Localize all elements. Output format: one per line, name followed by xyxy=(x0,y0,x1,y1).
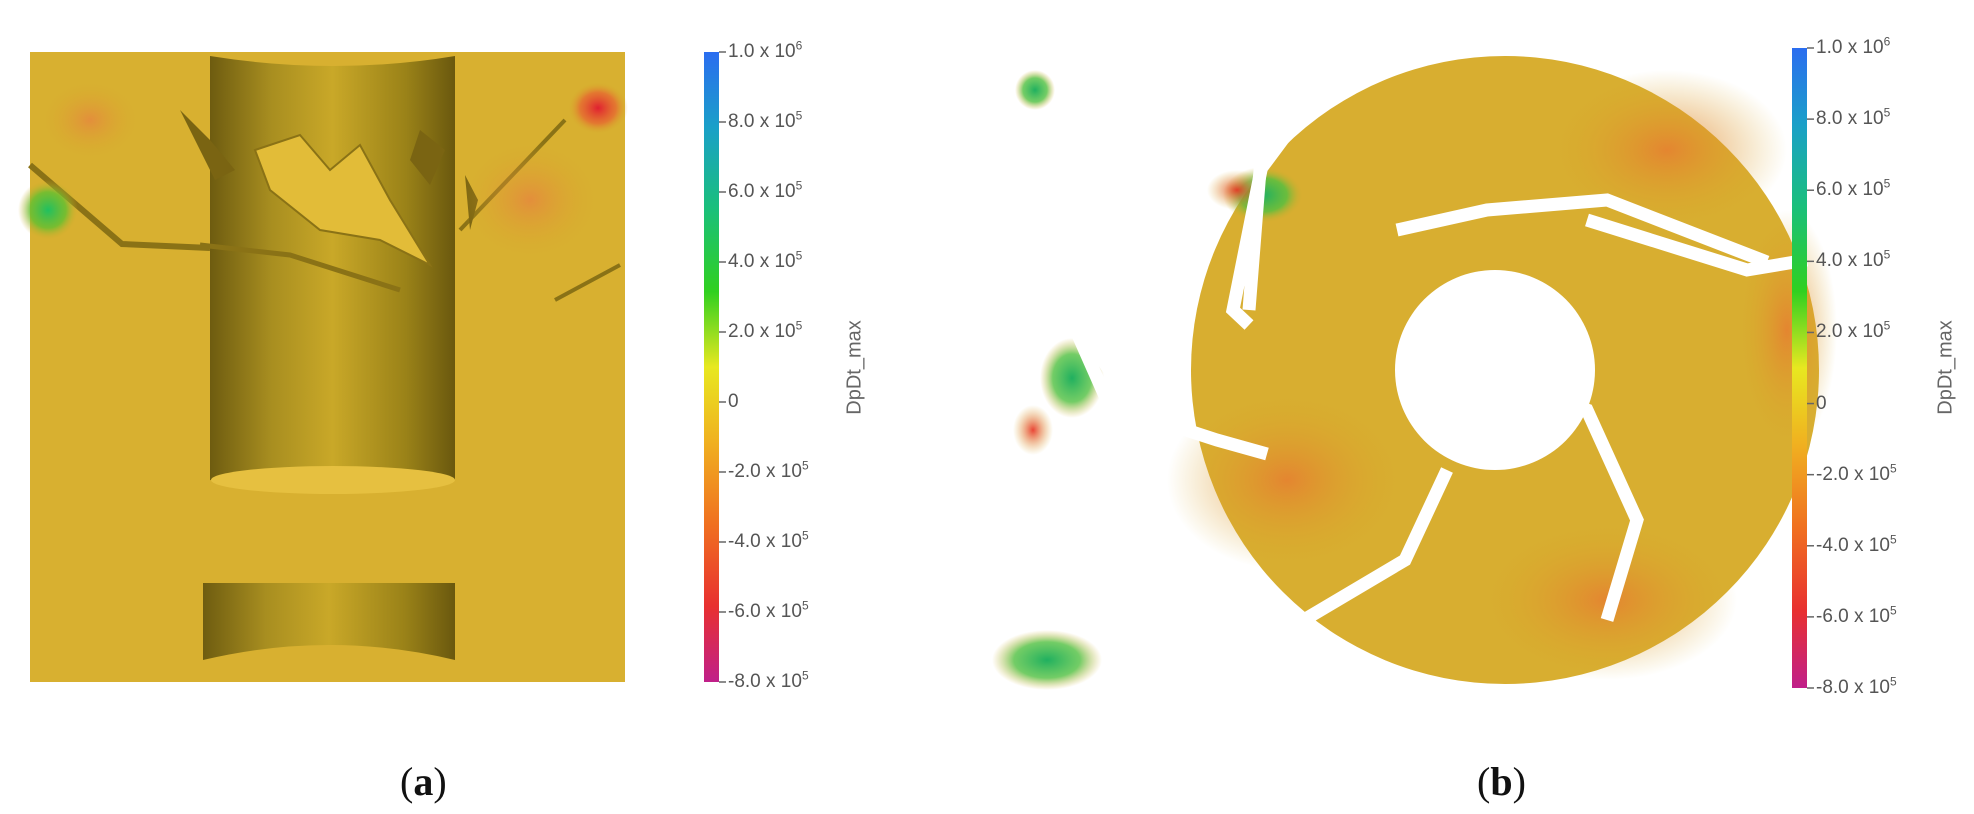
colorbar-b-ticks xyxy=(1807,47,1814,689)
tick-mantissa: 0 xyxy=(1816,392,1827,414)
tick-exponent: 5 xyxy=(1889,532,1897,547)
tick-mantissa: -8.0 x 10 xyxy=(1816,677,1890,698)
tick-exponent: 5 xyxy=(801,668,809,683)
tick-mantissa: -4.0 x 10 xyxy=(1816,534,1890,556)
colorbar-tick-label: 8.0 x 105 xyxy=(1816,105,1891,130)
tick-exponent: 5 xyxy=(1889,603,1897,618)
tick-mantissa: 4.0 x 10 xyxy=(728,251,796,272)
tick-mantissa: -6.0 x 10 xyxy=(728,601,802,622)
tick-exponent: 6 xyxy=(1883,34,1891,49)
tick-exponent: 5 xyxy=(1889,674,1897,689)
tick-exponent: 5 xyxy=(1883,176,1891,191)
tick-mantissa: 4.0 x 10 xyxy=(1816,250,1884,272)
tick-exponent: 5 xyxy=(1883,248,1891,262)
tick-mantissa: -2.0 x 10 xyxy=(728,461,802,482)
tick-mantissa: -8.0 x 10 xyxy=(728,671,802,692)
panel-b-caption: (b) xyxy=(1477,759,1526,804)
vane-edge xyxy=(199,242,401,293)
colorbar-tick-label: -6.0 x 105 xyxy=(1816,603,1897,627)
impeller-hub xyxy=(1395,270,1595,470)
tick-exponent: 5 xyxy=(801,598,809,613)
panel-a: 1.0 x 106 8.0 x 105 6.0 x 105 4.0 x 105 2.0 … xyxy=(18,38,866,804)
tick-exponent: 5 xyxy=(1883,105,1891,120)
colorbar-tick-label: 0 xyxy=(728,392,739,411)
tick-mantissa: 6.0 x 10 xyxy=(1816,179,1884,201)
colorbar-tick-label: -4.0 x 105 xyxy=(728,528,809,552)
colorbar-tick-label: 1.0 x 106 xyxy=(1816,34,1891,58)
tick-exponent: 5 xyxy=(795,318,803,333)
tick-mantissa: 8.0 x 10 xyxy=(1816,108,1884,130)
tick-exponent: 5 xyxy=(801,528,809,543)
colorbar-tick-label: -2.0 x 105 xyxy=(1816,462,1897,485)
colorbar-tick-label: -6.0 x 105 xyxy=(728,598,809,622)
cylinder-cross-section-figure xyxy=(18,51,726,683)
colorbar-tick-label: -8.0 x 105 xyxy=(1816,674,1897,698)
blade-gaps xyxy=(1059,46,1809,657)
tick-mantissa: -2.0 x 10 xyxy=(1816,463,1890,485)
colorbar-a-title: DpDt_max xyxy=(843,320,866,415)
tick-mantissa: -4.0 x 10 xyxy=(728,531,802,552)
tick-exponent: 6 xyxy=(795,38,803,53)
colorbar-tick-label: 0 xyxy=(1816,394,1827,413)
tick-exponent: 5 xyxy=(1883,319,1891,334)
colorbar-tick-label: 2.0 x 105 xyxy=(1816,319,1891,343)
upper-bore xyxy=(210,56,455,489)
impeller-cross-section-figure xyxy=(992,46,1837,690)
colorbar-tick-label: 8.0 x 105 xyxy=(728,108,803,132)
tick-mantissa: -6.0 x 10 xyxy=(1816,605,1890,627)
tick-exponent: 5 xyxy=(801,458,809,473)
colorbar-a-ticks xyxy=(719,51,726,683)
lower-bore xyxy=(203,583,455,660)
panel-b: 1.0 x 106 8.0 x 105 6.0 x 105 4.0 x 105 2.0 … xyxy=(987,0,1974,814)
tick-mantissa: 0 xyxy=(728,391,739,412)
tick-mantissa: 2.0 x 10 xyxy=(728,321,796,342)
colorbar-a-bar xyxy=(704,52,719,682)
tick-mantissa: 6.0 x 10 xyxy=(728,181,796,202)
colorbar-tick-label: 2.0 x 105 xyxy=(728,318,803,342)
colorbar-tick-label: -4.0 x 105 xyxy=(1816,533,1897,556)
tick-mantissa: 1.0 x 10 xyxy=(1816,37,1884,58)
colorbar-tick-label: 6.0 x 105 xyxy=(728,178,803,202)
tick-exponent: 5 xyxy=(795,248,803,263)
tick-mantissa: 2.0 x 10 xyxy=(1816,321,1884,343)
tick-exponent: 5 xyxy=(795,108,803,123)
tick-exponent: 5 xyxy=(795,178,803,193)
tick-mantissa: 8.0 x 10 xyxy=(728,111,796,132)
colorbar-tick-label: -2.0 x 105 xyxy=(728,458,809,482)
colorbar-tick-label: -8.0 x 105 xyxy=(728,668,809,692)
panel-a-caption: (a) xyxy=(400,759,447,804)
colorbar-tick-label: 6.0 x 105 xyxy=(1816,176,1891,201)
tick-exponent: 5 xyxy=(1889,461,1897,476)
colorbar-tick-label: 4.0 x 105 xyxy=(1816,248,1891,272)
colorbar-tick-label: 1.0 x 106 xyxy=(728,38,803,62)
vane-edge xyxy=(554,263,621,302)
colorbar-b-title: DpDt_max xyxy=(1934,320,1957,415)
colorbar-tick-label: 4.0 x 105 xyxy=(728,248,803,272)
colorbar-b-bar xyxy=(1792,48,1807,688)
tick-mantissa: 1.0 x 10 xyxy=(728,41,796,62)
